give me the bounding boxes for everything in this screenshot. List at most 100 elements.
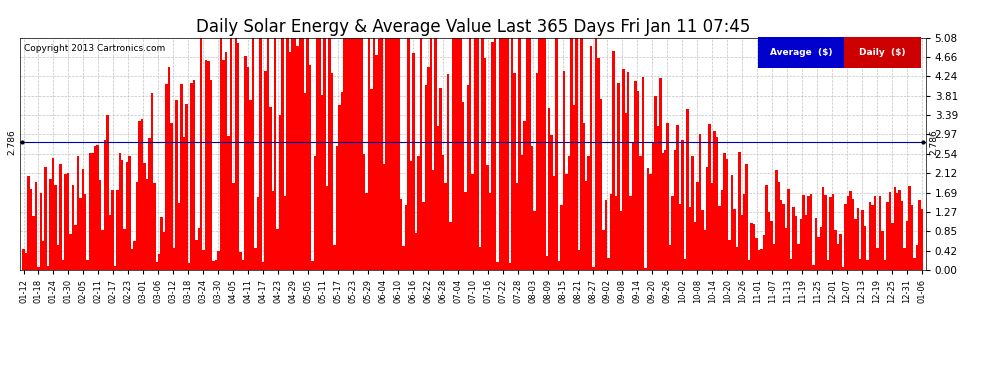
Bar [866,260,869,270]
Bar [911,205,914,270]
Bar [150,93,153,270]
Bar [54,184,56,270]
Bar [451,38,454,270]
Bar [148,138,150,270]
Bar [47,266,50,270]
Bar [486,165,489,270]
Bar [649,174,651,270]
Bar [314,156,316,270]
Bar [820,227,822,270]
Bar [861,210,864,270]
Bar [227,136,230,270]
Bar [859,259,861,270]
Bar [245,56,247,270]
Bar [792,207,795,270]
Bar [160,217,163,270]
Bar [474,38,476,270]
Bar [501,38,504,270]
Bar [785,228,787,270]
Bar [854,219,856,270]
Bar [909,186,911,270]
Bar [587,156,590,270]
Bar [879,196,881,270]
Bar [274,38,276,270]
Bar [212,261,215,270]
Bar [752,224,755,270]
Bar [375,55,378,270]
Bar [202,250,205,270]
Bar [316,38,319,270]
Bar [632,143,635,270]
Bar [382,164,385,270]
Bar [358,38,360,270]
Bar [884,260,886,270]
Bar [714,131,716,270]
Bar [410,161,412,270]
Bar [390,38,392,270]
Bar [572,105,575,270]
Bar [916,245,919,270]
Bar [309,66,311,270]
Bar [869,202,871,270]
Bar [400,199,402,270]
Bar [837,244,840,270]
Bar [914,258,916,270]
Bar [405,205,407,270]
Bar [516,183,519,270]
Bar [904,248,906,270]
Bar [256,197,259,270]
Bar [724,153,726,270]
Bar [134,241,136,270]
Bar [380,38,382,270]
Bar [237,43,240,270]
Bar [496,262,499,270]
Bar [232,183,235,270]
Bar [671,196,674,270]
Bar [734,209,736,270]
Bar [782,204,785,270]
Bar [259,38,261,270]
Bar [249,100,251,270]
Bar [689,207,691,270]
Bar [281,38,284,270]
Bar [37,267,40,270]
Bar [726,159,729,270]
Bar [456,38,459,270]
Bar [777,183,780,270]
Bar [91,153,94,270]
Bar [397,38,400,270]
Bar [595,38,597,270]
Bar [395,38,397,270]
Bar [617,82,620,270]
Bar [570,38,572,270]
Bar [59,164,61,270]
Bar [89,153,91,270]
Bar [279,114,281,270]
Bar [762,235,765,270]
Bar [126,162,129,270]
Bar [760,249,762,270]
Bar [637,91,640,270]
Bar [577,250,580,270]
Bar [747,260,750,270]
Bar [526,38,529,270]
Bar [304,93,306,270]
Bar [32,216,35,270]
Bar [757,250,760,270]
Bar [446,74,449,270]
Bar [205,60,207,270]
Bar [511,38,514,270]
Bar [207,62,210,270]
Bar [370,89,373,270]
Bar [506,38,509,270]
Bar [71,185,74,270]
Bar [210,80,212,270]
Bar [430,38,432,270]
Bar [642,77,644,270]
Bar [301,38,304,270]
Bar [346,38,348,270]
Bar [696,182,699,270]
Bar [844,204,846,270]
Bar [173,248,175,270]
Bar [469,38,471,270]
